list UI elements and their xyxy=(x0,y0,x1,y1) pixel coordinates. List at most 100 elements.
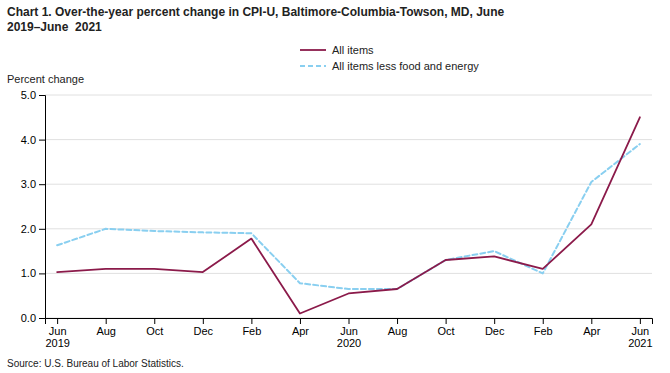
y-tick: 5.0 xyxy=(21,89,45,101)
y-tick-label: 2.0 xyxy=(21,223,36,235)
y-tick-mark xyxy=(39,95,45,96)
y-tick-mark xyxy=(39,273,45,274)
x-tick-mark xyxy=(349,318,350,324)
x-tick-label: Oct xyxy=(146,325,163,337)
x-tick-label: Jun2020 xyxy=(337,325,361,350)
x-tick-label-line: Feb xyxy=(534,325,553,337)
series-group xyxy=(57,117,640,313)
x-tick: Feb xyxy=(242,318,261,337)
y-tick-mark xyxy=(39,140,45,141)
x-tick-label: Feb xyxy=(242,325,261,337)
x-tick-mark xyxy=(543,318,544,324)
y-tick: 2.0 xyxy=(21,223,45,235)
x-tick-label: Jun2019 xyxy=(45,325,69,350)
x-tick-label: Jun2021 xyxy=(628,325,652,350)
series-line xyxy=(57,144,640,289)
x-tick-mark xyxy=(203,318,204,324)
x-tick-mark xyxy=(494,318,495,324)
x-tick-mark xyxy=(300,318,301,324)
x-tick-label-line: Jun xyxy=(340,325,358,337)
x-tick-label-line: Apr xyxy=(583,325,600,337)
x-tick: Dec xyxy=(194,318,214,337)
x-tick: Aug xyxy=(388,318,408,337)
series-line xyxy=(57,117,640,313)
title-line: 2019–June 2021 xyxy=(7,20,102,34)
x-axis: Jun2019AugOctDecFebAprJun2020AugOctDecFe… xyxy=(45,318,652,349)
x-tick-label: Apr xyxy=(583,325,600,337)
x-tick-label-line: Dec xyxy=(485,325,505,337)
x-tick-mark xyxy=(251,318,252,324)
legend-item: All items less food and energy xyxy=(300,60,479,72)
x-tick-label: Aug xyxy=(388,325,408,337)
x-tick-mark xyxy=(591,318,592,324)
y-tick: 4.0 xyxy=(21,134,45,146)
y-tick-label: 3.0 xyxy=(21,178,36,190)
x-tick-label-line: Feb xyxy=(242,325,261,337)
x-tick-label: Dec xyxy=(194,325,214,337)
grid-line xyxy=(45,139,652,140)
x-tick-label-line: Apr xyxy=(292,325,309,337)
x-tick-label-line: Aug xyxy=(96,325,116,337)
y-tick-mark xyxy=(39,318,45,319)
x-tick-mark xyxy=(57,318,58,324)
y-tick-label: 4.0 xyxy=(21,134,36,146)
x-tick-label-line: Oct xyxy=(438,325,455,337)
legend-label: All items xyxy=(332,44,374,56)
x-tick-label: Oct xyxy=(438,325,455,337)
x-tick: Jun2019 xyxy=(45,318,69,349)
y-tick-label: 0.0 xyxy=(21,312,36,324)
y-tick-mark xyxy=(39,229,45,230)
x-tick-label: Feb xyxy=(534,325,553,337)
x-tick: Oct xyxy=(438,318,455,337)
x-tick: Jun2021 xyxy=(628,318,652,349)
legend-swatch xyxy=(300,65,326,67)
grid-line xyxy=(45,228,652,229)
x-tick-label-line: Oct xyxy=(146,325,163,337)
y-tick: 1.0 xyxy=(21,267,45,279)
x-tick: Dec xyxy=(485,318,505,337)
grid-line xyxy=(45,95,652,96)
legend-swatch xyxy=(300,49,326,51)
x-tick-mark xyxy=(446,318,447,324)
x-tick-mark xyxy=(640,318,641,324)
plot: 0.01.02.03.04.05.0Jun2019AugOctDecFebApr… xyxy=(21,89,653,349)
x-tick-label-line: 2021 xyxy=(628,337,652,349)
x-axis-line xyxy=(46,319,653,325)
x-tick-mark xyxy=(154,318,155,324)
legend-item: All items xyxy=(300,44,374,56)
y-axis: 0.0 1.0 2.0 3.0 4.0 5.0 xyxy=(21,89,46,324)
x-tick-label: Aug xyxy=(96,325,116,337)
y-axis-title: Percent change xyxy=(7,73,84,85)
x-tick-label-line: Jun xyxy=(631,325,649,337)
x-tick: Oct xyxy=(146,318,163,337)
x-tick-label: Dec xyxy=(485,325,505,337)
legend-label: All items less food and energy xyxy=(332,60,479,72)
x-tick-mark xyxy=(106,318,107,324)
x-tick: Feb xyxy=(534,318,553,337)
x-tick-mark xyxy=(397,318,398,324)
y-tick-label: 1.0 xyxy=(21,267,36,279)
x-tick-label-line: Dec xyxy=(194,325,214,337)
grid-line xyxy=(45,273,652,274)
y-tick-mark xyxy=(39,184,45,185)
y-tick-label: 5.0 xyxy=(21,89,36,101)
y-tick: 3.0 xyxy=(21,178,45,190)
x-tick: Apr xyxy=(583,318,600,337)
x-tick: Aug xyxy=(96,318,116,337)
y-axis-line xyxy=(39,96,46,319)
x-tick-label: Apr xyxy=(292,325,309,337)
x-tick-label-line: 2019 xyxy=(45,337,69,349)
x-tick: Jun2020 xyxy=(337,318,361,349)
title-line: Chart 1. Over-the-year percent change in… xyxy=(7,5,505,19)
grid-line xyxy=(45,184,652,185)
grid xyxy=(45,95,652,318)
y-tick: 0.0 xyxy=(21,312,45,324)
x-tick-label-line: 2020 xyxy=(337,337,361,349)
x-tick: Apr xyxy=(292,318,309,337)
source: Source: U.S. Bureau of Labor Statistics. xyxy=(7,358,184,369)
legend: All items All items less food and energy xyxy=(300,44,479,72)
title: Chart 1. Over-the-year percent change in… xyxy=(7,5,505,34)
x-tick-label-line: Aug xyxy=(388,325,408,337)
x-tick-label-line: Jun xyxy=(49,325,67,337)
chart: Chart 1. Over-the-year percent change in… xyxy=(0,0,670,373)
